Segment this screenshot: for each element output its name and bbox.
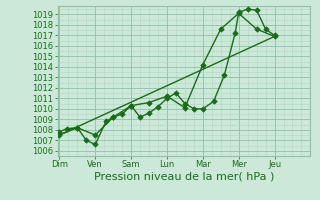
X-axis label: Pression niveau de la mer( hPa ): Pression niveau de la mer( hPa ): [94, 172, 274, 182]
